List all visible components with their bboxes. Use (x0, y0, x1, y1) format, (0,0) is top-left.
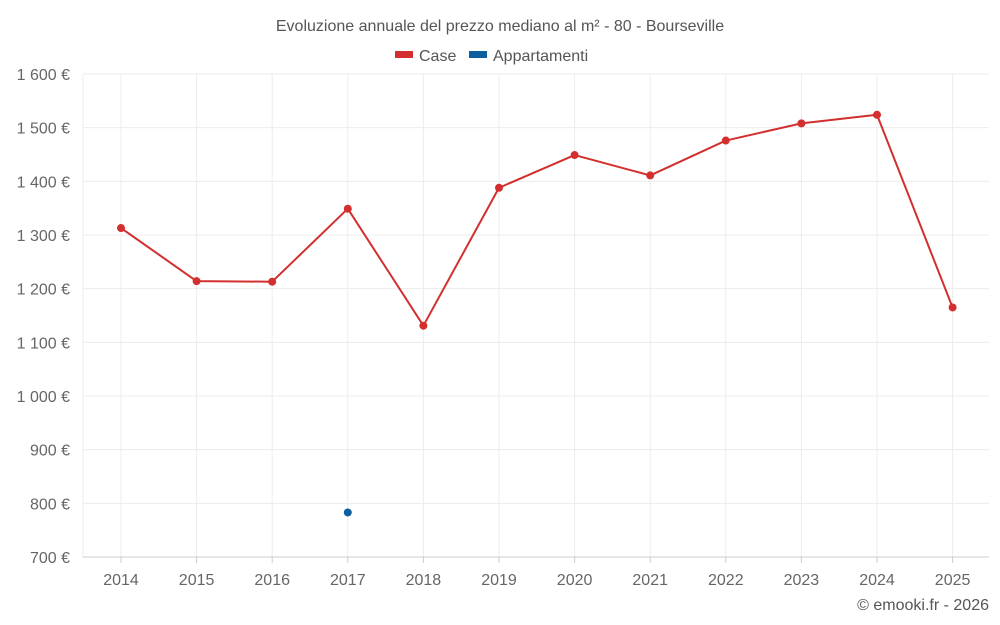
x-tick-label: 2014 (103, 572, 139, 589)
y-tick-label: 900 € (30, 443, 70, 460)
axes: 700 € 800 € 900 € 1 000 € 1 100 € 1 200 € 1 30… (17, 67, 989, 589)
data-point-case[interactable] (721, 136, 730, 145)
x-tick-label: 2016 (254, 572, 290, 589)
data-point-case[interactable] (192, 277, 201, 286)
y-tick-label: 1 300 € (17, 228, 70, 245)
legend-label-case: Case (419, 48, 456, 65)
y-tick-label: 800 € (30, 496, 70, 513)
data-point-case[interactable] (797, 119, 806, 128)
chart-title: Evoluzione annuale del prezzo mediano al… (276, 18, 724, 35)
data-point-case[interactable] (117, 224, 125, 233)
y-tick-label: 1 500 € (17, 121, 70, 138)
data-point-case[interactable] (419, 321, 428, 330)
y-tick-label: 1 600 € (17, 67, 70, 84)
x-tick-label: 2015 (179, 572, 215, 589)
x-tick-label: 2022 (708, 572, 744, 589)
y-tick-label: 700 € (30, 550, 70, 567)
legend-label-appartamenti: Appartamenti (493, 48, 588, 65)
series (117, 110, 957, 517)
x-tick-label: 2017 (330, 572, 366, 589)
data-point-case[interactable] (343, 204, 352, 213)
credit-text: © emooki.fr - 2026 (857, 597, 989, 614)
x-tick-label: 2025 (935, 572, 971, 589)
series-line-case (120, 113, 954, 327)
data-point-case[interactable] (873, 110, 881, 119)
data-point-case[interactable] (495, 183, 503, 192)
legend: Case Appartamenti (395, 48, 588, 65)
legend-item-appartamenti[interactable]: Appartamenti (469, 48, 588, 65)
x-tick-label: 2021 (632, 572, 668, 589)
data-point-appartamenti[interactable] (343, 508, 352, 517)
x-tick-label: 2020 (557, 572, 593, 589)
legend-item-case[interactable]: Case (395, 48, 456, 65)
y-tick-label: 1 100 € (17, 335, 70, 352)
data-point-case[interactable] (268, 277, 277, 286)
grid (82, 73, 989, 558)
x-tick-label: 2023 (784, 572, 820, 589)
y-tick-label: 1 400 € (17, 174, 70, 191)
legend-swatch-appartamenti (469, 51, 487, 58)
y-tick-label: 1 000 € (17, 389, 70, 406)
data-point-case[interactable] (948, 303, 957, 312)
x-tick-label: 2018 (406, 572, 442, 589)
x-tick-label: 2024 (859, 572, 895, 589)
data-point-case[interactable] (570, 151, 579, 160)
legend-swatch-case (395, 51, 413, 58)
x-tick-label: 2019 (481, 572, 517, 589)
y-tick-label: 1 200 € (17, 282, 70, 299)
data-point-case[interactable] (646, 171, 655, 180)
